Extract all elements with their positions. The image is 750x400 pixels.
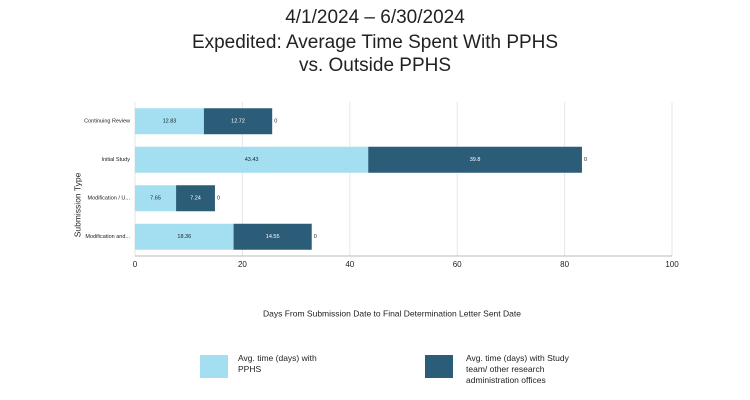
bar-segment [135, 108, 204, 135]
x-tick-label: 40 [345, 260, 354, 269]
data-label: 0 [584, 157, 587, 163]
data-label: 18.36 [177, 234, 191, 240]
data-label: 7.65 [150, 196, 161, 202]
x-tick-label: 100 [665, 260, 679, 269]
legend-swatch [425, 355, 453, 378]
data-label: 43.43 [245, 157, 259, 163]
bar-segment [203, 108, 273, 135]
data-label: 12.72 [231, 119, 245, 125]
x-axis-label: Days From Submission Date to Final Deter… [263, 308, 521, 318]
legend-label: Avg. time (days) with Study team/ other … [466, 353, 569, 385]
data-label: 7.24 [190, 196, 201, 202]
y-tick-label: Continuing Review [84, 119, 130, 125]
data-label: 0 [274, 119, 277, 125]
chart-title: vs. Outside PPHS [299, 55, 451, 76]
bar-segment [176, 185, 215, 212]
data-label: 12.83 [163, 119, 177, 125]
y-tick-label: Modification and... [85, 234, 130, 240]
y-axis-label: Submission Type [72, 172, 82, 237]
chart-title: Expedited: Average Time Spent With PPHS [192, 32, 558, 53]
y-tick-label: Modification / U... [88, 196, 131, 202]
data-label: 0 [314, 234, 317, 240]
data-label: 14.55 [266, 234, 280, 240]
data-label: 0 [217, 196, 220, 202]
y-tick-label: Initial Study [102, 157, 131, 163]
x-tick-label: 20 [238, 260, 247, 269]
bar-segment [233, 223, 312, 250]
x-tick-label: 0 [133, 260, 138, 269]
bar-segment [135, 185, 177, 212]
legend-label: Avg. time (days) with PPHS [238, 353, 317, 374]
bar-segment [135, 223, 234, 250]
x-tick-label: 80 [560, 260, 569, 269]
bar-segment [135, 146, 369, 173]
bar-segment [368, 146, 582, 173]
x-tick-label: 60 [453, 260, 462, 269]
data-label: 39.8 [470, 157, 481, 163]
legend-swatch [200, 355, 228, 378]
chart-title: 4/1/2024 – 6/30/2024 [285, 7, 465, 28]
